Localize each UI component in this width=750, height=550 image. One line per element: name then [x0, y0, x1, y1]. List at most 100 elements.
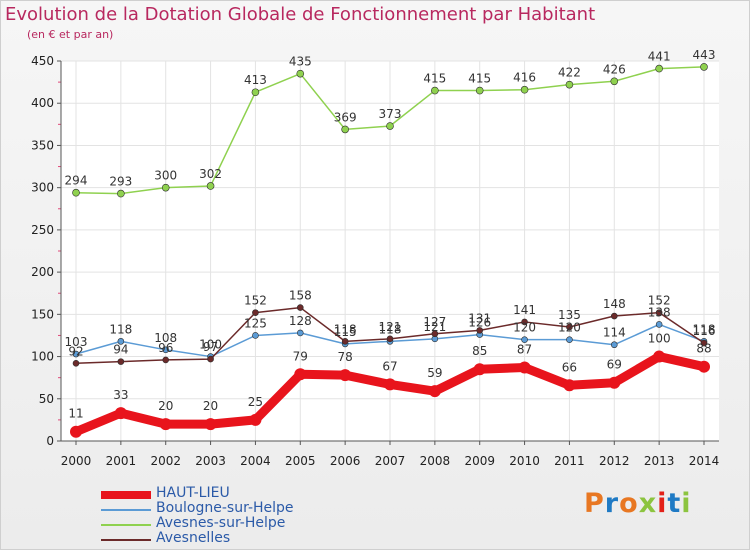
- chart-title: Evolution de la Dotation Globale de Fonc…: [5, 4, 596, 25]
- data-label: 415: [468, 72, 491, 86]
- x-tick-label: 2014: [689, 454, 720, 468]
- data-label: 302: [199, 167, 222, 181]
- logo-letter: r: [604, 488, 620, 519]
- data-label: 152: [244, 294, 267, 308]
- data-label: 128: [289, 314, 312, 328]
- legend-label: HAUT-LIEU: [156, 485, 230, 501]
- logo-letter: t: [667, 488, 682, 519]
- data-label: 20: [158, 399, 173, 413]
- data-label: 422: [558, 66, 581, 80]
- data-point: [475, 86, 484, 95]
- y-tick-label: 100: [31, 350, 54, 364]
- data-label: 114: [603, 326, 626, 340]
- x-tick-label: 2011: [554, 454, 585, 468]
- data-label: 158: [289, 289, 312, 303]
- data-label: 33: [113, 388, 128, 402]
- data-label: 120: [558, 321, 581, 335]
- logo-letter: i: [657, 488, 668, 519]
- data-point: [159, 418, 172, 431]
- data-point: [384, 378, 396, 391]
- data-point: [161, 183, 170, 192]
- data-label: 120: [513, 321, 536, 335]
- data-point: [700, 63, 708, 71]
- x-tick-label: 2006: [330, 454, 361, 468]
- data-point: [700, 339, 708, 347]
- legend-swatch: [101, 509, 151, 511]
- data-label: 426: [603, 62, 626, 76]
- data-label: 100: [648, 332, 671, 346]
- data-point: [117, 338, 125, 345]
- data-label: 443: [693, 48, 716, 62]
- data-label: 293: [109, 175, 132, 189]
- data-point: [117, 189, 125, 198]
- data-point: [563, 379, 576, 392]
- data-point: [610, 77, 619, 86]
- logo-letter: x: [638, 488, 658, 519]
- y-tick-label: 250: [31, 223, 54, 237]
- data-point: [117, 358, 125, 365]
- data-label: 100: [199, 338, 222, 352]
- x-tick-label: 2008: [420, 454, 451, 468]
- data-point: [386, 335, 394, 343]
- legend-label: Avesnes-sur-Helpe: [156, 515, 286, 531]
- data-point: [653, 350, 666, 363]
- logo-letter: P: [584, 488, 605, 519]
- data-label: 127: [423, 315, 446, 329]
- data-point: [207, 355, 214, 363]
- y-tick-label: 200: [31, 265, 54, 279]
- x-tick-label: 2009: [464, 454, 495, 468]
- data-point: [72, 360, 80, 367]
- legend-swatch: [101, 539, 151, 541]
- data-point: [204, 418, 217, 431]
- data-label: 67: [382, 359, 397, 373]
- x-tick-label: 2012: [599, 454, 630, 468]
- data-label: 85: [472, 344, 487, 358]
- data-label: 79: [293, 349, 308, 363]
- data-point: [251, 88, 260, 97]
- data-point: [162, 356, 170, 364]
- data-point: [341, 125, 349, 134]
- data-point: [249, 413, 262, 426]
- data-point: [70, 425, 82, 438]
- data-point: [206, 182, 215, 190]
- data-point: [566, 336, 573, 343]
- data-point: [339, 369, 352, 382]
- legend-label: Avesnelles: [156, 530, 231, 546]
- data-label: 135: [558, 308, 581, 322]
- data-point: [655, 321, 663, 328]
- x-tick-label: 2010: [509, 454, 540, 468]
- y-tick-label: 450: [31, 54, 54, 68]
- data-point: [698, 360, 710, 373]
- data-label: 108: [154, 331, 177, 345]
- data-point: [294, 368, 307, 381]
- data-label: 415: [423, 72, 446, 86]
- data-label: 11: [68, 407, 83, 421]
- data-point: [608, 376, 621, 389]
- data-label: 126: [468, 316, 491, 330]
- data-point: [610, 341, 618, 349]
- data-label: 118: [334, 322, 357, 336]
- y-tick-label: 400: [31, 96, 54, 110]
- legend-swatch: [101, 491, 151, 499]
- data-point: [476, 327, 484, 334]
- x-tick-label: 2004: [240, 454, 271, 468]
- data-point: [296, 329, 304, 337]
- data-label: 97: [203, 340, 218, 354]
- data-label: 125: [244, 316, 267, 330]
- data-label: 103: [65, 335, 88, 349]
- legend-label: Boulogne-sur-Helpe: [156, 500, 294, 516]
- data-point: [565, 80, 574, 89]
- data-label: 25: [248, 395, 263, 409]
- data-label: 148: [603, 297, 626, 311]
- x-tick-label: 2002: [150, 454, 181, 468]
- data-label: 131: [468, 311, 491, 325]
- data-label: 115: [334, 325, 357, 339]
- data-point: [114, 407, 127, 420]
- data-label: 118: [379, 322, 402, 336]
- data-label: 96: [158, 341, 173, 355]
- data-label: 94: [113, 343, 128, 357]
- data-point: [296, 304, 304, 311]
- data-label: 435: [289, 55, 312, 69]
- data-point: [72, 350, 80, 358]
